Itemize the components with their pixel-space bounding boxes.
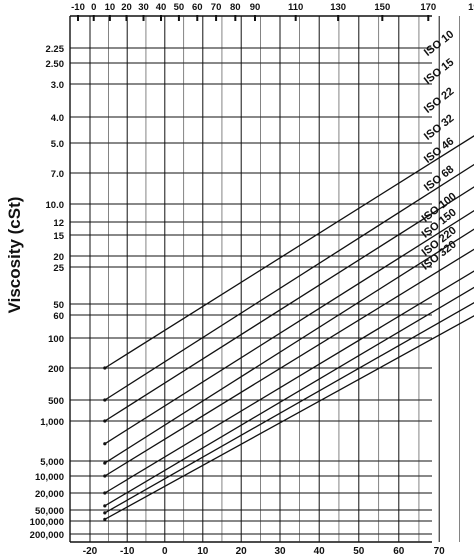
x-top-tick-mark (294, 15, 297, 21)
x-bottom-tick-label: 10 (197, 546, 209, 557)
x-top-tick-label: 10 (105, 2, 116, 13)
y-tick-label: 100 (48, 334, 64, 345)
x-bottom-tick-label: 60 (393, 546, 405, 557)
series-line (104, 186, 474, 422)
x-top-tick-label: 130 (330, 2, 346, 13)
series-start-point (103, 517, 107, 521)
y-tick-label: 60 (53, 311, 64, 322)
y-tick-label: 1,000 (40, 417, 64, 428)
chart-labels: 2.252.503.04.05.07.010.01215202550601002… (30, 2, 474, 557)
y-tick-label: 2.25 (46, 44, 65, 55)
y-tick-label: 20,000 (35, 489, 64, 500)
series-start-point (103, 511, 107, 515)
x-top-tick-label: -10 (71, 2, 85, 13)
series-start-point (103, 491, 107, 495)
x-top-tick-label: 170 (420, 2, 436, 13)
x-top-tick-mark (234, 15, 237, 21)
y-axis-label: Viscosity (cSt) (5, 197, 24, 314)
series-line (104, 270, 474, 494)
series-start-point (103, 419, 107, 423)
x-top-tick-label: 70 (211, 2, 222, 13)
series-start-point (103, 398, 107, 402)
y-tick-label: 7.0 (51, 169, 64, 180)
y-tick-label: 10,000 (35, 472, 64, 483)
x-top-tick-label: 50 (174, 2, 185, 13)
x-top-tick-mark (196, 15, 199, 21)
x-bottom-tick-label: 0 (162, 546, 168, 557)
series-line (104, 135, 474, 369)
y-tick-label: 50,000 (35, 506, 64, 517)
x-top-tick-mark (337, 15, 340, 21)
series-start-point (103, 366, 107, 370)
x-bottom-tick-label: 30 (274, 546, 286, 557)
series-line (104, 228, 474, 464)
y-tick-label: 5.0 (51, 139, 64, 150)
y-tick-label: 15 (53, 231, 64, 242)
x-top-tick-label: 30 (138, 2, 149, 13)
y-tick-label: 500 (48, 396, 64, 407)
y-tick-label: 100,000 (30, 517, 64, 528)
x-top-tick-label: 20 (121, 2, 132, 13)
x-bottom-tick-label: -10 (120, 546, 135, 557)
x-top-tick-label: 40 (156, 2, 167, 13)
x-top-tick-label: 110 (288, 2, 303, 13)
y-tick-label: 12 (53, 218, 64, 229)
series-line (104, 286, 474, 507)
x-top-tick-label: 150 (374, 2, 390, 13)
x-top-tick-mark (381, 15, 384, 21)
x-top-tick-mark (177, 15, 180, 21)
y-tick-label: 200 (48, 364, 64, 375)
y-tick-label: 5,000 (40, 457, 64, 468)
x-bottom-tick-label: -20 (83, 546, 98, 557)
x-top-tick-mark (215, 15, 218, 21)
x-top-tick-mark (77, 15, 79, 21)
chart-grid (69, 15, 460, 543)
series-line (104, 315, 474, 520)
x-bottom-tick-label: 50 (353, 546, 365, 557)
x-bottom-tick-label: 40 (314, 546, 326, 557)
x-top-tick-mark (108, 15, 111, 21)
y-tick-label: 200,000 (30, 530, 64, 541)
y-tick-label: 20 (53, 252, 64, 263)
series-line (104, 209, 474, 445)
x-top-tick-mark (254, 15, 256, 21)
y-tick-label: 25 (53, 263, 64, 274)
x-bottom-tick-label: 70 (434, 546, 446, 557)
x-top-tick-mark (142, 15, 145, 21)
x-bottom-tick-label: 20 (236, 546, 248, 557)
x-top-tick-mark (427, 15, 430, 21)
y-tick-label: 3.0 (51, 80, 64, 91)
x-top-tick-mark (125, 15, 128, 21)
x-top-tick-mark (92, 15, 95, 21)
series-line (104, 248, 474, 477)
x-top-tick-label: 190 (468, 2, 474, 13)
x-top-tick-label: 80 (230, 2, 241, 13)
y-tick-label: 50 (53, 300, 64, 311)
series-start-point (103, 474, 107, 478)
x-top-tick-label: 90 (250, 2, 261, 13)
x-top-tick-label: 0 (91, 2, 96, 13)
x-top-tick-mark (160, 15, 162, 21)
x-top-tick-label: 60 (192, 2, 203, 13)
series-line (104, 163, 474, 401)
series-line (104, 302, 474, 514)
y-tick-label: 4.0 (51, 113, 64, 124)
chart-series (103, 135, 474, 521)
series-start-point (103, 504, 107, 508)
y-tick-label: 10.0 (46, 200, 65, 211)
series-start-point (103, 442, 107, 446)
y-tick-label: 2.50 (46, 59, 65, 70)
series-start-point (103, 461, 107, 465)
